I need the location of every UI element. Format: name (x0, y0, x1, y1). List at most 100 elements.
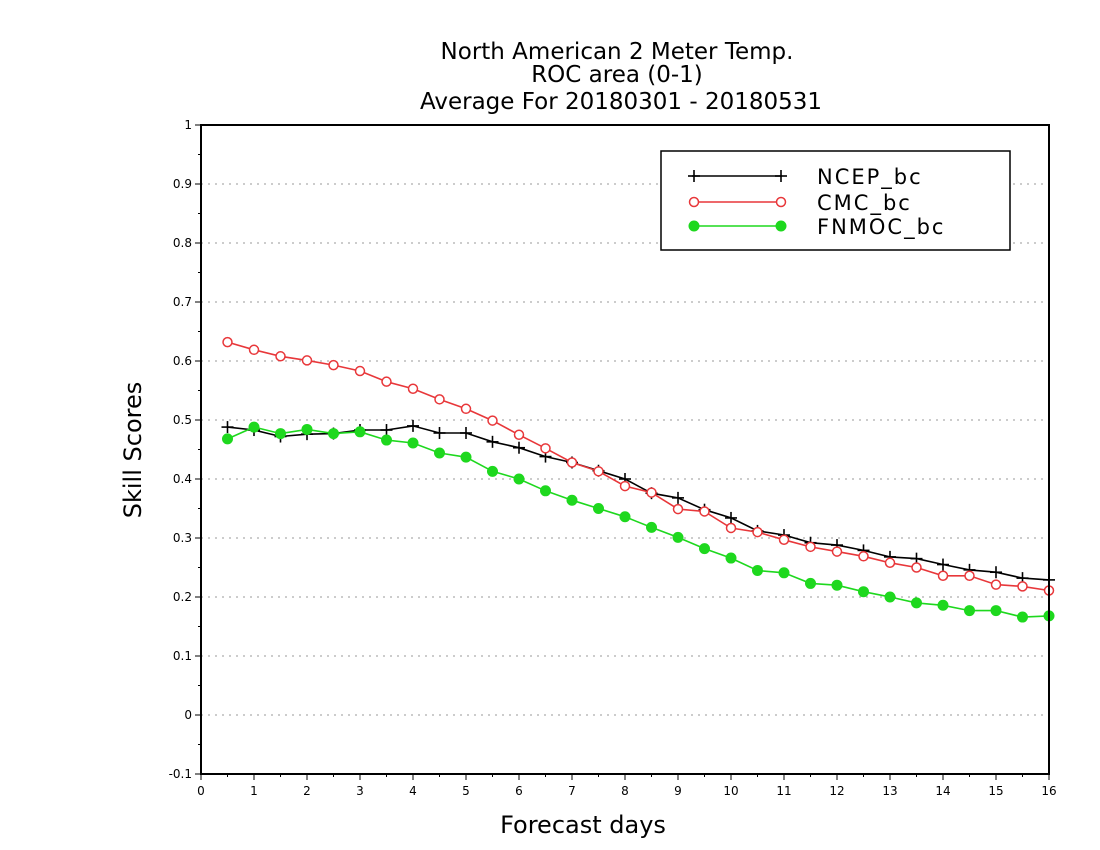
data-point-fnmoc-bc (566, 494, 578, 506)
data-point-fnmoc-bc (248, 421, 260, 433)
legend-marker-ncep-bc (775, 170, 787, 182)
data-point-fnmoc-bc (593, 503, 604, 514)
legend-label-fnmoc-bc: FNMOC_bc (817, 215, 945, 240)
data-point-cmc-bc (990, 579, 1002, 590)
plot-area-frame (200, 124, 1050, 775)
data-point-cmc-bc (381, 376, 392, 387)
data-point-cmc-bc (460, 403, 472, 415)
data-point-cmc-bc (1017, 581, 1028, 592)
x-tick-label: 1 (250, 784, 258, 798)
data-point-ncep-bc (672, 491, 684, 504)
data-point-fnmoc-bc (778, 567, 790, 579)
series-line-fnmoc-bc (227, 426, 1050, 618)
title-line-2: ROC area (0-1) (531, 62, 703, 88)
data-point-fnmoc-bc (911, 597, 922, 609)
y-tick-label: 0.7 (173, 295, 192, 309)
title-line-1: North American 2 Meter Temp. (441, 39, 794, 65)
data-point-fnmoc-bc (937, 599, 949, 611)
x-tick-label: 12 (829, 784, 844, 798)
series-line-ncep-bc (227, 425, 1050, 581)
data-point-cmc-bc (884, 557, 896, 569)
data-point-cmc-bc (911, 562, 922, 573)
data-point-fnmoc-bc (434, 447, 445, 459)
data-point-fnmoc-bc (301, 423, 313, 435)
data-point-cmc-bc (752, 526, 763, 538)
x-tick-label: 16 (1041, 784, 1056, 798)
data-point-fnmoc-bc (328, 428, 339, 440)
data-point-fnmoc-bc (805, 577, 816, 589)
data-point-cmc-bc (646, 487, 657, 498)
data-point-cmc-bc (301, 355, 313, 366)
data-point-fnmoc-bc (725, 552, 737, 564)
x-tick-label: 5 (462, 784, 470, 798)
legend-marker-fnmoc-bc (688, 220, 700, 232)
y-axis-ticks: -0.1 0 0.1 0.2 0.3 0.4 0.5 0.6 0.7 0.8 0.9 1 (169, 118, 201, 781)
data-point-cmc-bc (407, 383, 419, 394)
series-line-cmc-bc (227, 341, 1050, 592)
data-point-fnmoc-bc (460, 451, 472, 463)
data-point-cmc-bc (328, 359, 339, 371)
data-point-fnmoc-bc (964, 605, 975, 617)
data-point-cmc-bc (540, 443, 551, 454)
y-tick-label: 0.8 (173, 236, 192, 250)
legend-label-ncep-bc: NCEP_bc (817, 165, 923, 190)
y-tick-label: 0.2 (173, 590, 192, 604)
x-tick-label: 14 (935, 784, 950, 798)
x-tick-label: 0 (197, 784, 205, 798)
data-point-cmc-bc (805, 541, 816, 553)
data-series (221, 336, 1055, 623)
x-tick-label: 2 (303, 784, 311, 798)
data-point-fnmoc-bc (672, 531, 684, 543)
data-point-fnmoc-bc (884, 591, 896, 603)
y-tick-label: 0.5 (173, 413, 192, 427)
data-point-ncep-bc (433, 426, 446, 439)
data-point-cmc-bc (513, 429, 525, 440)
data-point-cmc-bc (964, 570, 975, 582)
title-line-3: Average For 20180301 - 20180531 (420, 89, 822, 115)
x-tick-label: 10 (723, 784, 738, 798)
y-tick-label: -0.1 (169, 767, 192, 781)
legend-marker-cmc-bc (688, 196, 700, 208)
x-axis-ticks: 0 1 2 3 4 5 6 7 8 9 10 11 12 13 14 15 16 (197, 774, 1057, 798)
data-point-fnmoc-bc (487, 465, 498, 477)
data-point-fnmoc-bc (275, 428, 286, 440)
data-point-fnmoc-bc (646, 521, 657, 533)
data-point-ncep-bc (990, 566, 1002, 579)
data-point-cmc-bc (566, 457, 578, 468)
y-tick-label: 0 (184, 708, 192, 722)
data-point-cmc-bc (619, 480, 631, 492)
y-tick-label: 0.9 (173, 177, 192, 191)
data-point-cmc-bc (275, 351, 286, 362)
x-tick-label: 13 (882, 784, 897, 798)
data-point-cmc-bc (434, 394, 445, 405)
legend-marker-ncep-bc (688, 170, 700, 182)
data-point-ncep-bc (380, 424, 393, 437)
data-point-fnmoc-bc (619, 511, 631, 523)
data-point-fnmoc-bc (858, 586, 869, 598)
x-tick-label: 8 (621, 784, 629, 798)
data-point-ncep-bc (486, 435, 499, 448)
data-point-cmc-bc (354, 365, 366, 377)
data-point-cmc-bc (831, 546, 843, 557)
x-axis-label: Forecast days (500, 811, 666, 839)
data-point-fnmoc-bc (513, 473, 525, 485)
legend-marker-cmc-bc (775, 196, 787, 208)
data-point-ncep-bc (513, 441, 525, 454)
data-point-ncep-bc (725, 511, 737, 524)
data-point-cmc-bc (699, 506, 710, 517)
data-point-ncep-bc (221, 421, 234, 434)
data-point-fnmoc-bc (354, 426, 366, 438)
data-point-cmc-bc (778, 534, 790, 546)
chart-title: North American 2 Meter Temp. ROC area (0… (420, 39, 822, 115)
data-point-cmc-bc (672, 503, 684, 515)
data-point-cmc-bc (222, 336, 233, 348)
data-point-fnmoc-bc (381, 434, 392, 446)
data-point-cmc-bc (858, 551, 869, 562)
data-point-ncep-bc (407, 419, 419, 432)
y-tick-label: 0.3 (173, 531, 192, 545)
data-point-cmc-bc (487, 415, 498, 426)
x-tick-label: 6 (515, 784, 523, 798)
x-tick-label: 15 (988, 784, 1003, 798)
data-point-cmc-bc (248, 344, 260, 356)
